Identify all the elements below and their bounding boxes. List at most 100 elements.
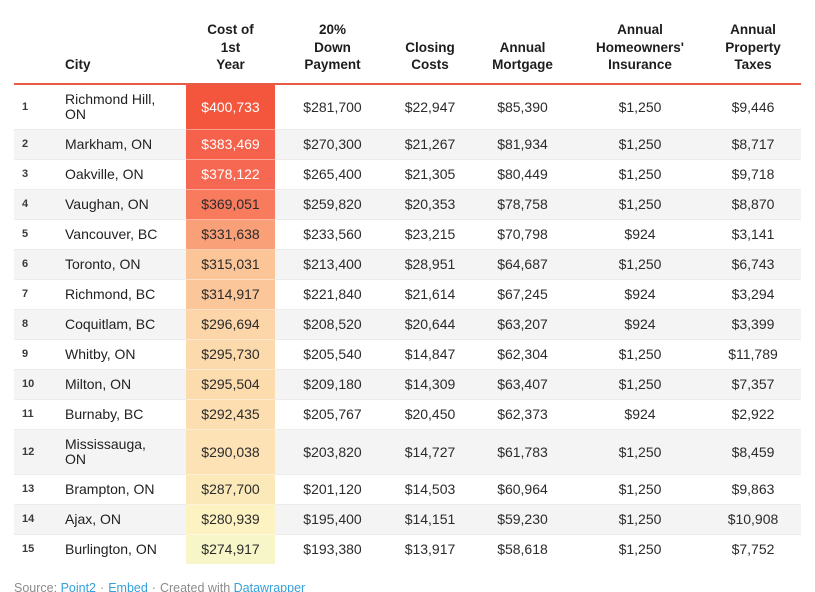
cell-rank: 7 — [14, 279, 55, 310]
cell-city: Brampton, ON — [55, 474, 186, 505]
cell-annual-mortgage: $60,964 — [470, 474, 575, 505]
cell-annual-insurance: $1,250 — [575, 429, 705, 475]
cell-annual-mortgage: $78,758 — [470, 189, 575, 220]
cell-cost-first-year: $290,038 — [186, 429, 275, 475]
table-row: 5 Vancouver, BC $331,638 $233,560 $23,215 $70… — [14, 219, 801, 250]
header-cost-first-year: Cost of 1st Year — [186, 4, 275, 85]
cell-down-payment: $195,400 — [275, 504, 390, 535]
table-row: 7 Richmond, BC $314,917 $221,840 $21,614 $67,… — [14, 279, 801, 310]
data-table: City Cost of 1st Year 20% Down Payment C… — [14, 4, 801, 564]
cell-rank: 2 — [14, 129, 55, 160]
cell-annual-insurance: $1,250 — [575, 534, 705, 564]
cell-property-taxes: $7,357 — [705, 369, 801, 400]
header-annual-insurance: Annual Homeowners' Insurance — [575, 4, 705, 85]
cell-property-taxes: $11,789 — [705, 339, 801, 370]
cell-closing-costs: $14,151 — [390, 504, 470, 535]
cell-annual-mortgage: $64,687 — [470, 249, 575, 280]
cell-city: Mississauga, ON — [55, 429, 186, 475]
cell-cost-first-year: $295,504 — [186, 369, 275, 400]
cell-annual-mortgage: $70,798 — [470, 219, 575, 250]
table-row: 1 Richmond Hill, ON $400,733 $281,700 $22,94… — [14, 84, 801, 130]
cell-property-taxes: $8,459 — [705, 429, 801, 475]
cell-property-taxes: $3,294 — [705, 279, 801, 310]
cell-property-taxes: $10,908 — [705, 504, 801, 535]
cell-annual-insurance: $1,250 — [575, 129, 705, 160]
cell-property-taxes: $3,141 — [705, 219, 801, 250]
cell-annual-insurance: $1,250 — [575, 249, 705, 280]
cell-closing-costs: $23,215 — [390, 219, 470, 250]
cell-city: Toronto, ON — [55, 249, 186, 280]
cell-cost-first-year: $280,939 — [186, 504, 275, 535]
cell-city: Markham, ON — [55, 129, 186, 160]
cell-annual-mortgage: $59,230 — [470, 504, 575, 535]
header-row: City Cost of 1st Year 20% Down Payment C… — [14, 4, 801, 85]
cell-down-payment: $201,120 — [275, 474, 390, 505]
cell-rank: 4 — [14, 189, 55, 220]
cell-down-payment: $281,700 — [303, 98, 362, 115]
cell-down-payment: $208,520 — [275, 309, 390, 340]
cell-closing-costs: $21,305 — [390, 159, 470, 190]
cell-annual-mortgage: $61,783 — [470, 429, 575, 475]
table-header: City Cost of 1st Year 20% Down Payment C… — [14, 4, 801, 85]
cell-cost-first-year: $331,638 — [186, 219, 275, 250]
cell-cost-first-year: $315,031 — [186, 249, 275, 280]
cell-property-taxes: $8,870 — [705, 189, 801, 220]
cell-property-taxes: $6,743 — [705, 249, 801, 280]
cell-city: Burnaby, BC — [55, 399, 186, 430]
cell-property-taxes: $9,446 — [731, 98, 775, 115]
cell-city: Burlington, ON — [55, 534, 186, 564]
cell-annual-insurance: $924 — [575, 309, 705, 340]
cell-annual-mortgage: $67,245 — [470, 279, 575, 310]
cell-closing-costs: $14,727 — [390, 429, 470, 475]
cell-city: Coquitlam, BC — [55, 309, 186, 340]
table-row: 6 Toronto, ON $315,031 $213,400 $28,951 $64,6… — [14, 249, 801, 280]
table-row: 9 Whitby, ON $295,730 $205,540 $14,847 $62,30… — [14, 339, 801, 370]
header-closing-costs: Closing Costs — [390, 4, 470, 85]
header-property-taxes: Annual Property Taxes — [705, 4, 801, 85]
cell-rank: 15 — [14, 534, 55, 564]
embed-link[interactable]: Embed — [108, 581, 148, 592]
cell-property-taxes: $9,718 — [705, 159, 801, 190]
cell-cost-first-year: $369,051 — [186, 189, 275, 220]
footer-separator: · — [100, 581, 105, 592]
cell-property-taxes: $2,922 — [705, 399, 801, 430]
cell-down-payment: $221,840 — [275, 279, 390, 310]
cell-annual-insurance: $1,250 — [575, 369, 705, 400]
cell-closing-costs: $14,503 — [390, 474, 470, 505]
cell-closing-costs: $21,267 — [390, 129, 470, 160]
datawrapper-link[interactable]: Datawrapper — [233, 581, 306, 592]
cell-cost-first-year: $292,435 — [186, 399, 275, 430]
cell-annual-mortgage: $63,407 — [470, 369, 575, 400]
cell-down-payment: $270,300 — [275, 129, 390, 160]
cell-rank: 11 — [14, 399, 55, 430]
cell-city: Vancouver, BC — [55, 219, 186, 250]
cell-cost-first-year: $383,469 — [186, 129, 275, 160]
footer: Source: Point2 · Embed · Created with Datawr… — [14, 581, 801, 592]
cell-annual-mortgage: $62,373 — [470, 399, 575, 430]
header-down-payment: 20% Down Payment — [275, 4, 390, 85]
table-row: 8 Coquitlam, BC $296,694 $208,520 $20,644 $63… — [14, 309, 801, 340]
cell-city: Milton, ON — [55, 369, 186, 400]
cell-down-payment: $205,540 — [275, 339, 390, 370]
cell-cost-first-year: $378,122 — [186, 159, 275, 190]
cell-annual-mortgage: $80,449 — [470, 159, 575, 190]
table-row: 14 Ajax, ON $280,939 $195,400 $14,151 $59,230… — [14, 504, 801, 535]
cell-down-payment: $233,560 — [275, 219, 390, 250]
cell-closing-costs: $20,353 — [390, 189, 470, 220]
table-row: 4 Vaughan, ON $369,051 $259,820 $20,353 $78,7… — [14, 189, 801, 220]
table-row: 11 Burnaby, BC $292,435 $205,767 $20,450 $62,… — [14, 399, 801, 430]
cell-cost-first-year: $287,700 — [186, 474, 275, 505]
cell-down-payment: $209,180 — [275, 369, 390, 400]
cell-rank: 9 — [14, 339, 55, 370]
cell-annual-insurance: $924 — [575, 399, 705, 430]
cell-annual-mortgage: $85,390 — [497, 98, 548, 115]
footer-separator: · — [151, 581, 156, 592]
cell-city: Whitby, ON — [55, 339, 186, 370]
cell-rank: 13 — [14, 474, 55, 505]
cell-rank: 1 — [22, 100, 29, 113]
cell-rank: 3 — [14, 159, 55, 190]
cell-cost-first-year: $296,694 — [186, 309, 275, 340]
source-link-point2[interactable]: Point2 — [60, 581, 97, 592]
cell-annual-insurance: $1,250 — [618, 98, 662, 115]
cell-closing-costs: $14,309 — [390, 369, 470, 400]
